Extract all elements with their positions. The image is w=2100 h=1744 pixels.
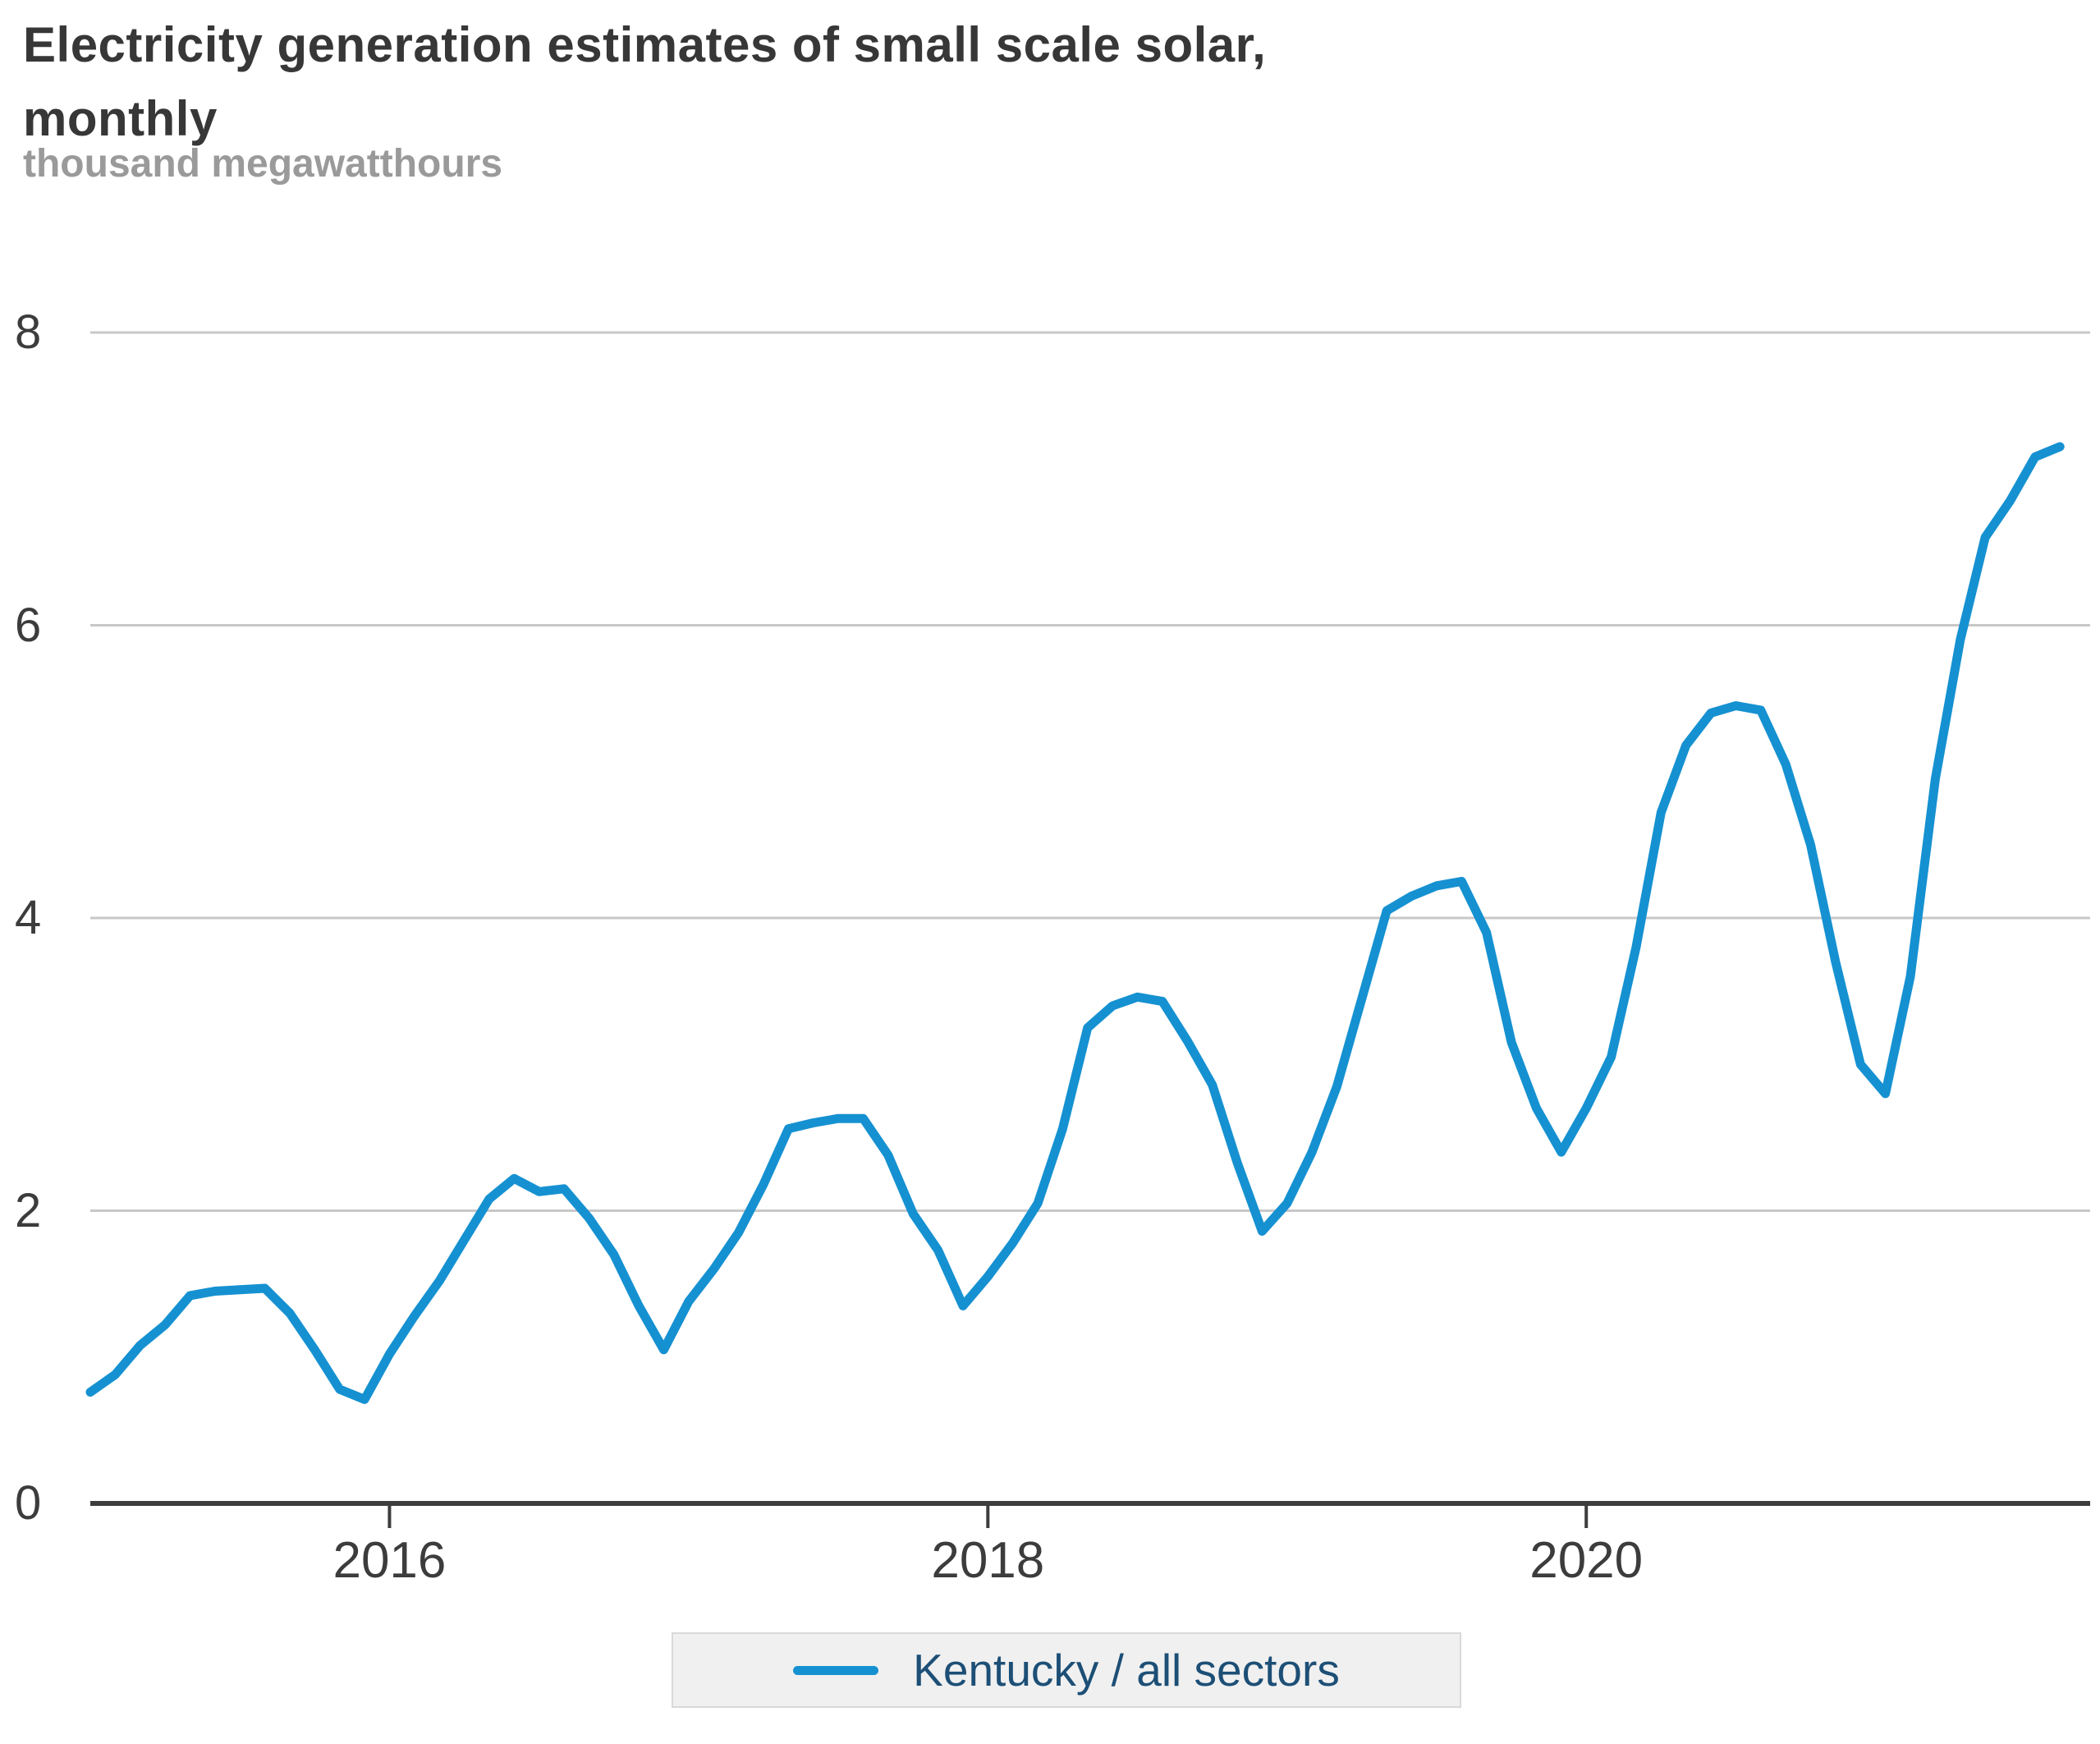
- chart-title-line1: Electricity generation estimates of smal…: [23, 17, 1267, 72]
- chart-title-line2: monthly: [23, 91, 218, 146]
- y-tick-label-6: 6: [15, 598, 42, 652]
- x-tick-label-2016: 2016: [332, 1532, 447, 1589]
- chart-subtitle: thousand megawatthours: [23, 142, 503, 186]
- x-tick-label-2018: 2018: [931, 1532, 1045, 1589]
- x-tick-label-2020: 2020: [1529, 1532, 1644, 1589]
- y-tick-label-0: 0: [15, 1476, 42, 1530]
- y-tick-label-2: 2: [15, 1183, 42, 1237]
- y-tick-label-4: 4: [15, 891, 42, 944]
- legend-line-swatch: [793, 1665, 879, 1675]
- legend-series-label: Kentucky / all sectors: [913, 1645, 1340, 1696]
- legend[interactable]: Kentucky / all sectors: [672, 1632, 1461, 1708]
- chart-title: Electricity generation estimates of smal…: [23, 8, 1419, 156]
- series-line-0[interactable]: [85, 442, 2065, 1404]
- y-tick-label-8: 8: [15, 305, 42, 359]
